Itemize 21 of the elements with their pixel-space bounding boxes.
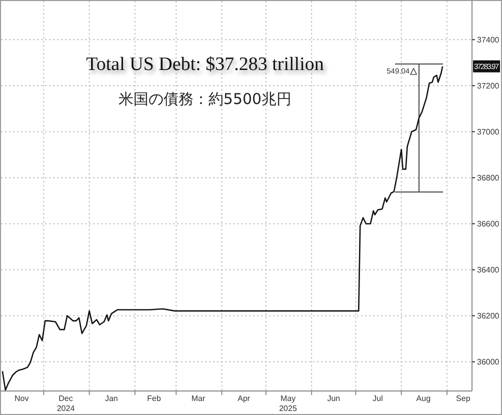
- x-tick-label: Sep: [456, 394, 471, 403]
- x-tick-label: Mar: [191, 394, 206, 403]
- text: 米国の債務：約5500兆円: [118, 90, 292, 108]
- y-tick-label: 37000: [477, 127, 500, 136]
- x-tick-label: Dec 2024: [56, 394, 76, 413]
- x-tick-label: Apr: [238, 394, 250, 403]
- x-tick-label: Aug: [416, 394, 431, 403]
- x-tick-label: Jun: [327, 394, 340, 403]
- x-tick-label: Jan: [104, 394, 118, 403]
- text: Total US Debt: $37.283 trillion: [86, 54, 324, 75]
- y-tick-label: 36200: [477, 312, 500, 321]
- x-tick-label: Nov: [14, 394, 29, 403]
- x-tick-label: Jul: [372, 394, 384, 403]
- y-tick-label: 37400: [477, 35, 500, 44]
- y-tick-label: 36600: [477, 220, 500, 229]
- y-tick-label: 36000: [477, 358, 500, 367]
- y-tick-label: 36800: [477, 174, 500, 183]
- x-tick-label: May 2025: [279, 394, 298, 413]
- y-tick-label: 37200: [477, 81, 500, 90]
- x-tick-label: Feb: [147, 394, 162, 403]
- y-tick-label: 36400: [477, 266, 500, 275]
